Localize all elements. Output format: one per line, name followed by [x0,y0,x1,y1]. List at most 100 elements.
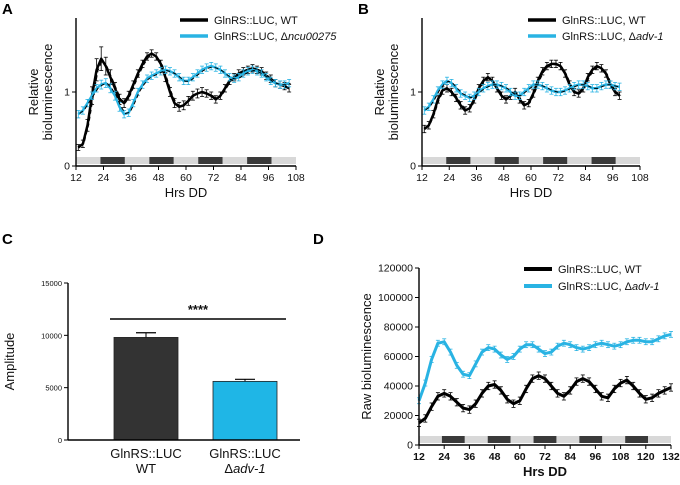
b-x-tick-label: 96 [607,172,619,184]
a-x-tick-label: 12 [70,172,82,184]
b-ld-segment [567,157,592,164]
a-ld-segment [198,157,223,164]
d-x-tick-label: 48 [489,451,501,463]
d-x-tick-label: 120 [637,451,655,463]
a-ld-segment [124,157,150,164]
b-x-tick-label: 60 [525,172,537,184]
d-y-tick-label: 0 [407,440,413,452]
d-ld-segment [625,436,649,443]
b-legend-label-0: GlnRS::LUC, WT [562,15,646,27]
d-x-axis-label: Hrs DD [523,464,567,479]
b-series-line-1 [423,79,620,112]
b-x-tick-label: 12 [416,172,428,184]
d-x-tick-label: 132 [662,451,680,463]
d-x-tick-label: 36 [464,451,476,463]
panel-b-chart: 12 24 36 48 60 72 84 96 108 0 1 Hrs DD Relative biolu… [372,15,664,200]
a-y-tick-label: 1 [64,87,70,99]
a-legend-label-0: GlnRS::LUC, WT [214,15,298,27]
d-y-tick-label: 40000 [384,381,413,393]
c-y-tick-label: 15000 [41,279,62,288]
b-x-tick-label: 24 [443,172,455,184]
b-y-tick-label: 0 [410,161,416,173]
a-x-tick-label: 60 [180,172,192,184]
d-y-tick-label: 80000 [384,322,413,334]
b-ld-segment [470,157,495,164]
panel-d-chart: 12 24 36 48 60 72 84 96 108 120 132 0 20000 40000 6000… [359,263,680,480]
a-fit-curve-0 [79,54,291,147]
c-significance-label: **** [188,302,209,317]
d-ld-segment [602,436,626,443]
b-ld-segment [615,157,640,164]
d-ld-segment [419,436,442,443]
d-ld-segment [579,436,603,443]
panel-a-chart: 12 24 36 48 60 72 84 96 108 0 1 Hrs DD Relative biolu… [26,15,337,200]
c-y-tick-label: 10000 [41,331,62,340]
a-legend-label-1: GlnRS::LUC, Δncu00275 [214,31,337,43]
c-category-label-line1-0: GlnRS::LUC [110,446,182,461]
d-x-tick-label: 24 [438,451,450,463]
b-x-axis-label: Hrs DD [510,185,553,200]
d-x-tick-label: 96 [590,451,602,463]
b-ld-segment [494,157,519,164]
d-ld-segment [510,436,534,443]
a-ld-segment [271,157,296,164]
d-x-tick-label: 60 [514,451,526,463]
a-ld-segment [173,157,199,164]
a-x-tick-label: 108 [287,172,305,184]
d-x-tick-label: 12 [413,451,425,463]
b-legend-label-1: GlnRS::LUC, Δadv-1 [562,31,664,43]
b-y-axis-label-line1: Relative [372,69,387,116]
d-y-tick-label: 100000 [378,292,413,304]
a-x-tick-label: 48 [153,172,165,184]
b-fit-curve-0 [425,64,622,129]
b-y-tick-label: 1 [410,87,416,99]
a-x-tick-label: 24 [98,172,110,184]
d-x-tick-label: 108 [612,451,630,463]
d-legend-label-1: GlnRS::LUC, Δadv-1 [558,281,660,293]
a-fit-curve-1 [79,66,291,115]
c-bar-1 [212,380,278,441]
b-x-tick-label: 72 [552,172,564,184]
b-x-tick-label: 36 [471,172,483,184]
b-x-tick-label: 84 [580,172,592,184]
b-x-tick-label: 108 [631,172,649,184]
panel-label-d: D [313,231,324,248]
a-ld-segment [100,157,125,164]
b-series-line-0 [423,62,621,130]
a-x-tick-label: 84 [235,172,247,184]
a-x-tick-label: 36 [125,172,137,184]
b-ld-segment [591,157,616,164]
d-y-tick-label: 60000 [384,351,413,363]
c-category-label-line2-1: Δadv-1 [224,461,265,476]
d-x-tick-label: 84 [564,451,576,463]
a-ld-segment [222,157,248,164]
panel-label-b: B [358,1,369,18]
d-y-axis-label: Raw bioluminescence [359,293,374,419]
c-y-axis-label: Amplitude [2,333,17,391]
b-ld-segment [422,157,447,164]
d-y-tick-label: 120000 [378,263,413,275]
panel-label-a: A [2,1,13,18]
b-y-axis-label-line2: bioluminescence [386,44,401,141]
c-category-label-line2-0: WT [136,461,156,476]
d-series-line-1 [417,332,672,402]
a-y-axis-label-line1: Relative [26,69,41,116]
b-x-tick-label: 48 [498,172,510,184]
d-ld-segment [648,436,671,443]
c-y-tick-label: 5000 [45,384,62,393]
c-y-tick-label: 0 [58,436,62,445]
a-x-tick-label: 96 [263,172,275,184]
d-y-tick-label: 20000 [384,410,413,422]
a-x-axis-label: Hrs DD [165,185,208,200]
a-y-axis-label-line2: bioluminescence [40,44,55,141]
b-ld-segment [543,157,568,164]
a-ld-segment [149,157,174,164]
a-ld-segment [247,157,272,164]
a-y-tick-label: 0 [64,161,70,173]
d-ld-segment [441,436,465,443]
c-category-label-line1-1: GlnRS::LUC [209,446,281,461]
d-ld-segment [487,436,511,443]
b-ld-segment [518,157,544,164]
panel-c-chart: GlnRS::LUCWTGlnRS::LUCΔadv-1050001000015… [2,279,300,476]
